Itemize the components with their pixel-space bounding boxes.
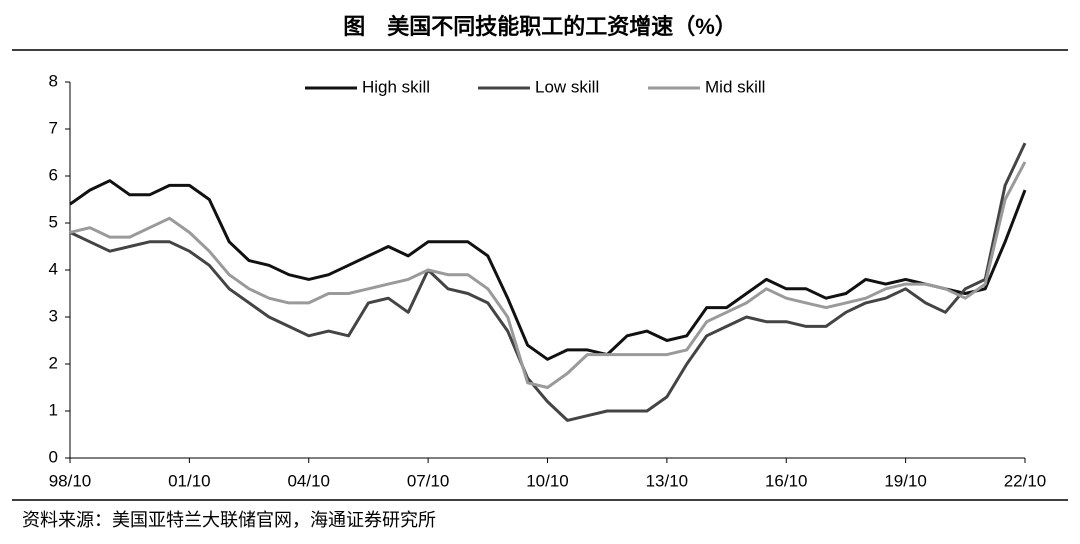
source-note: 资料来源：美国亚特兰大联储官网，海通证券研究所 (22, 510, 436, 530)
x-tick-label: 10/10 (526, 471, 569, 490)
x-tick-label: 19/10 (884, 471, 927, 490)
series-line (69, 142, 1027, 422)
x-tick-label: 07/10 (407, 471, 450, 490)
y-tick-label: 1 (49, 400, 58, 419)
y-tick-label: 2 (49, 353, 58, 372)
series-line (69, 161, 1027, 389)
y-tick-label: 5 (49, 212, 58, 231)
y-tick-label: 7 (49, 118, 58, 137)
y-tick-label: 4 (49, 259, 58, 278)
y-tick-label: 8 (49, 71, 58, 90)
series-line (69, 179, 1027, 361)
legend-label: Mid skill (705, 77, 765, 96)
x-tick-label: 16/10 (765, 471, 808, 490)
x-tick-label: 04/10 (287, 471, 330, 490)
x-tick-label: 22/10 (1004, 471, 1047, 490)
y-tick-label: 0 (49, 447, 58, 466)
x-tick-label: 98/10 (49, 471, 92, 490)
x-tick-label: 01/10 (168, 471, 211, 490)
y-tick-label: 6 (49, 165, 58, 184)
legend-label: Low skill (535, 77, 599, 96)
legend-label: High skill (362, 77, 430, 96)
y-tick-label: 3 (49, 306, 58, 325)
chart-title: 图 美国不同技能职工的工资增速（%） (343, 14, 737, 39)
x-tick-label: 13/10 (646, 471, 689, 490)
